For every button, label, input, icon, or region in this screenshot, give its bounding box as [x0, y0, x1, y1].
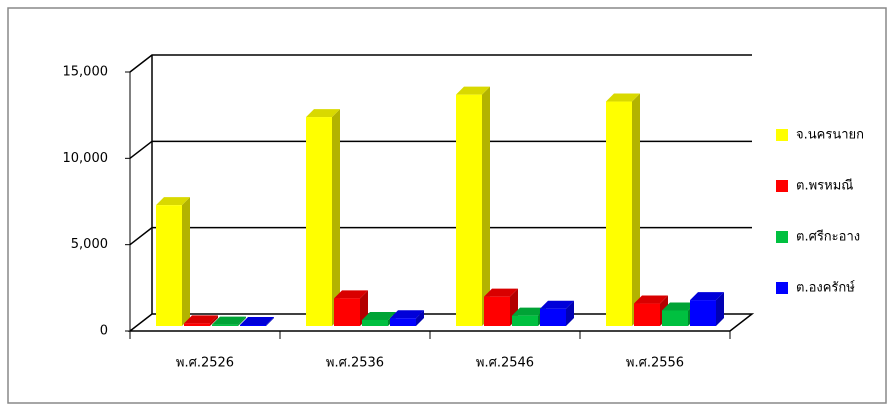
y-tick-label: 0 — [100, 324, 108, 339]
x-tick-label: พ.ศ.2526 — [176, 356, 234, 371]
bar-side — [332, 109, 340, 326]
bar — [690, 300, 716, 326]
bar-top — [306, 109, 340, 118]
bar — [240, 324, 266, 326]
bar-side — [566, 300, 574, 326]
grid-line — [129, 140, 752, 159]
bar — [662, 310, 688, 326]
bar-top — [334, 290, 368, 299]
bar — [634, 303, 660, 326]
bar-side — [416, 310, 424, 326]
bar-top — [240, 316, 274, 325]
bar-side — [182, 197, 190, 326]
y-tick-label: 5,000 — [71, 237, 108, 252]
y-tick-label: 10,000 — [63, 151, 109, 166]
bar — [540, 308, 566, 326]
bar-top — [690, 292, 724, 301]
bar-side — [716, 292, 724, 326]
bar — [606, 101, 632, 327]
bar — [184, 323, 210, 326]
legend-label: ต.องครักษ์ — [796, 280, 855, 296]
bar-top — [512, 307, 546, 316]
floor — [127, 313, 755, 332]
x-tick-label: พ.ศ.2556 — [626, 356, 684, 371]
bar — [362, 319, 388, 326]
bar — [212, 324, 238, 326]
bar-top — [362, 311, 396, 320]
legend-label: จ.นครนายก — [796, 128, 864, 143]
bar-top — [606, 93, 640, 102]
legend-label: ต.ศรีกะอาง — [796, 229, 860, 245]
bar-top — [156, 197, 190, 206]
bar — [456, 94, 482, 326]
bar — [390, 318, 416, 326]
bar — [512, 315, 538, 326]
bar — [156, 205, 182, 326]
bar-top — [662, 302, 696, 311]
bar-top — [456, 86, 490, 95]
bar-side — [210, 315, 218, 326]
grid-line — [129, 54, 752, 73]
x-tick-label: พ.ศ.2546 — [476, 356, 534, 371]
bar — [306, 117, 332, 326]
bar-side — [482, 86, 490, 326]
legend-swatch — [776, 129, 788, 141]
chart-border — [7, 7, 887, 404]
grid-line — [129, 226, 752, 246]
bar-side — [238, 316, 246, 326]
bar-side — [266, 316, 274, 326]
bar-top — [212, 316, 246, 325]
legend-swatch — [776, 282, 788, 294]
legend-label: ต.พรหมณี — [796, 178, 853, 194]
legend-swatch — [776, 231, 788, 243]
bar-top — [540, 300, 574, 309]
bar-top — [634, 295, 668, 304]
bar-top — [484, 288, 518, 297]
y-tick-label: 15,000 — [63, 65, 109, 80]
bar — [334, 298, 360, 326]
bar-top — [184, 315, 218, 324]
bar-top — [390, 310, 424, 319]
bar-side — [632, 93, 640, 327]
x-tick-label: พ.ศ.2536 — [326, 356, 384, 371]
bar — [484, 296, 510, 326]
legend-swatch — [776, 180, 788, 192]
